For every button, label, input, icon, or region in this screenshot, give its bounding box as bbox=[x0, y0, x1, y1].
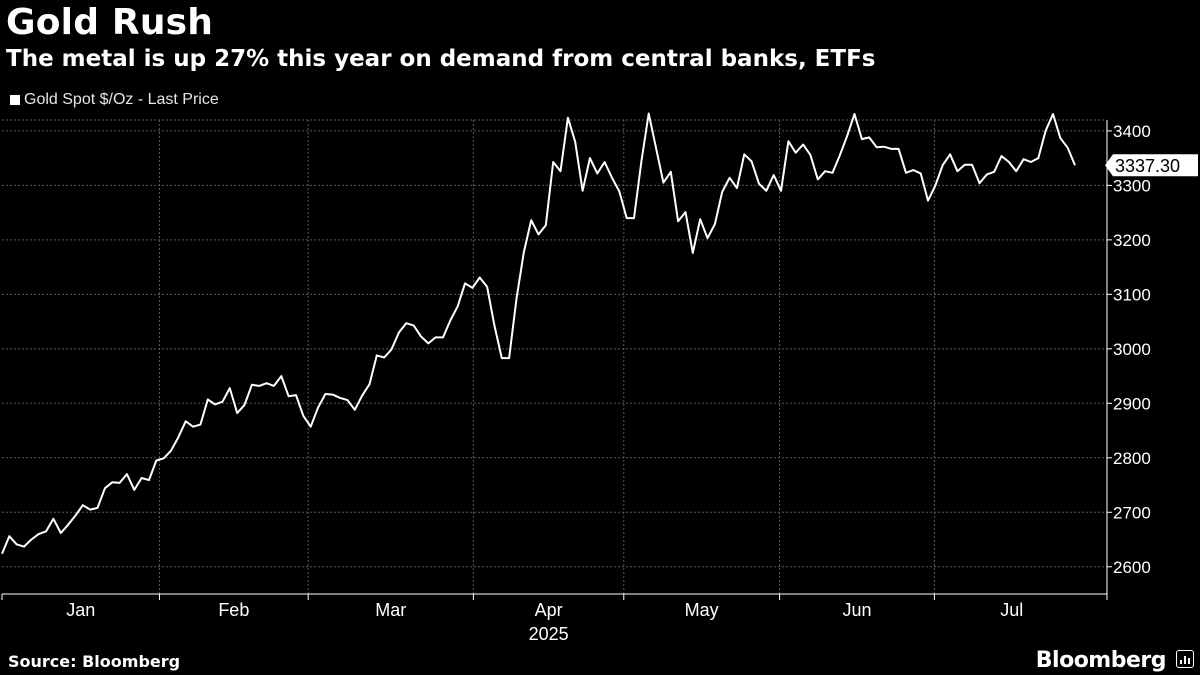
x-tick-label: May bbox=[685, 600, 719, 620]
series-line-gold-spot bbox=[1, 112, 1076, 555]
bar-chart-icon bbox=[1176, 650, 1194, 668]
source-note: Source: Bloomberg bbox=[8, 652, 181, 671]
x-year-label: 2025 bbox=[529, 624, 569, 644]
y-tick-label: 3000 bbox=[1113, 340, 1151, 359]
x-tick-label: Jul bbox=[1000, 600, 1023, 620]
legend: Gold Spot $/Oz - Last Price bbox=[10, 91, 219, 109]
y-tick-label: 3200 bbox=[1113, 231, 1151, 250]
last-value-badge bbox=[1105, 154, 1198, 177]
label-layer: 2600 2700 2800 2900 3000 3100 3200 3300 3400 Jan F… bbox=[66, 122, 1198, 644]
x-tick-label: Mar bbox=[375, 600, 406, 620]
series-layer bbox=[1, 112, 1076, 555]
y-tick-label: 2700 bbox=[1113, 503, 1151, 522]
y-tick-label: 2800 bbox=[1113, 449, 1151, 468]
legend-swatch bbox=[10, 95, 20, 105]
grid bbox=[2, 119, 1107, 594]
brand-logo: Bloomberg bbox=[1035, 648, 1167, 673]
x-tick-label: Feb bbox=[218, 600, 249, 620]
x-tick-label: Jun bbox=[842, 600, 871, 620]
y-tick-label: 3400 bbox=[1113, 122, 1151, 141]
y-tick-label: 2900 bbox=[1113, 394, 1151, 413]
y-tick-label: 3100 bbox=[1113, 285, 1151, 304]
axes bbox=[1, 120, 1112, 600]
chart-subtitle: The metal is up 27% this year on demand … bbox=[6, 46, 876, 72]
legend-label: Gold Spot $/Oz - Last Price bbox=[24, 91, 219, 108]
y-tick-label: 3300 bbox=[1113, 176, 1151, 195]
x-tick-label: Jan bbox=[66, 600, 95, 620]
x-tick-label: Apr bbox=[535, 600, 563, 620]
y-tick-label: 2600 bbox=[1113, 558, 1151, 577]
last-value-label: 3337.30 bbox=[1115, 156, 1180, 176]
chart-title: Gold Rush bbox=[6, 2, 214, 43]
